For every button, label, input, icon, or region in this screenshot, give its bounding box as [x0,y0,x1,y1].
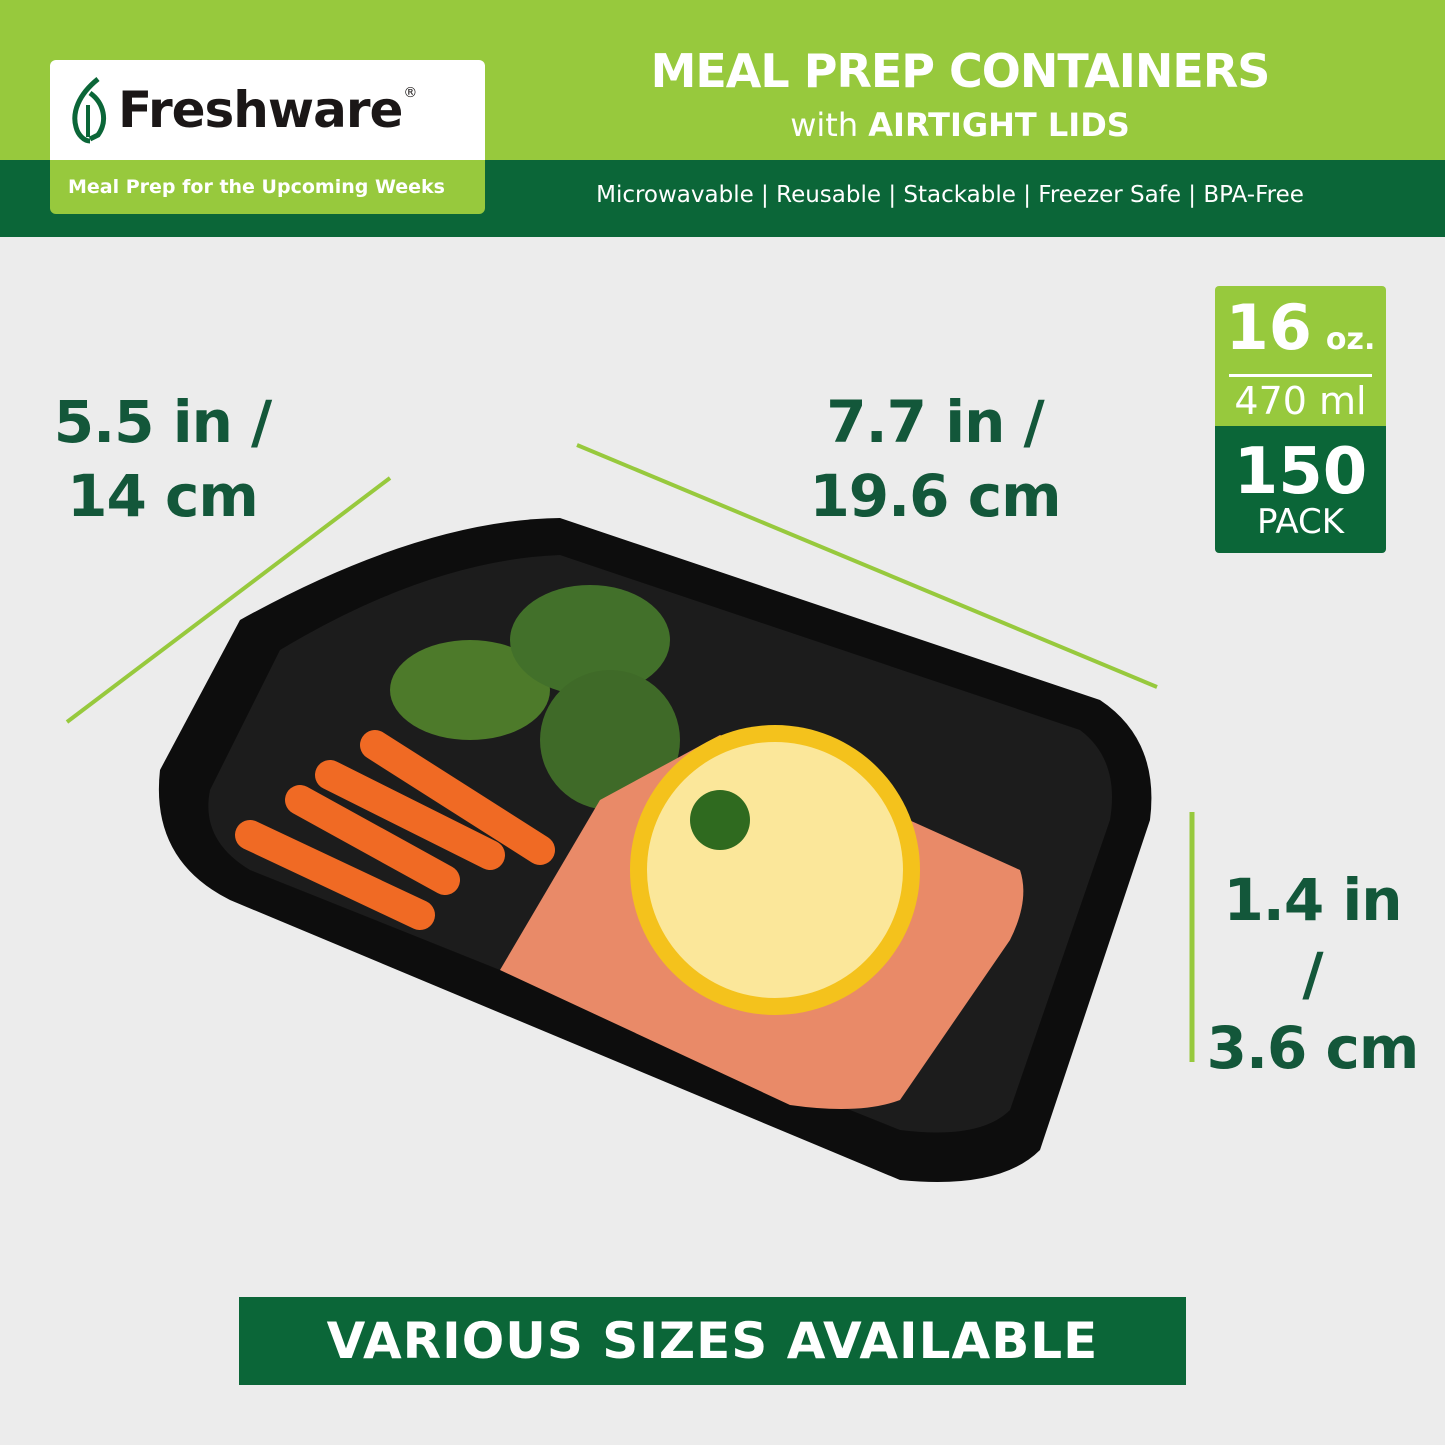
page-title: MEAL PREP CONTAINERS [650,44,1271,98]
size-pack-badge: 16 oz. 470 ml 150 PACK [1215,286,1386,553]
container-image [158,518,1152,1182]
brand-name: Freshware ® [118,81,417,139]
sizes-banner: VARIOUS SIZES AVAILABLE [239,1297,1186,1385]
height-dimension: 1.4 in /3.6 cm [1206,866,1420,1082]
length-dimension: 7.7 in /19.6 cm [809,388,1061,530]
page-subtitle: with AIRTIGHT LIDS [790,106,1130,144]
width-dimension: 5.5 in /14 cm [53,388,273,530]
length-dimension-line [576,443,1158,689]
features-list: Microwavable | Reusable | Stackable | Fr… [596,182,1304,208]
logo: Freshware ® Meal Prep for the Upcoming We… [50,60,485,214]
width-dimension-line [65,476,392,724]
leaf-icon [72,77,107,144]
tagline: Meal Prep for the Upcoming Weeks [50,160,485,214]
